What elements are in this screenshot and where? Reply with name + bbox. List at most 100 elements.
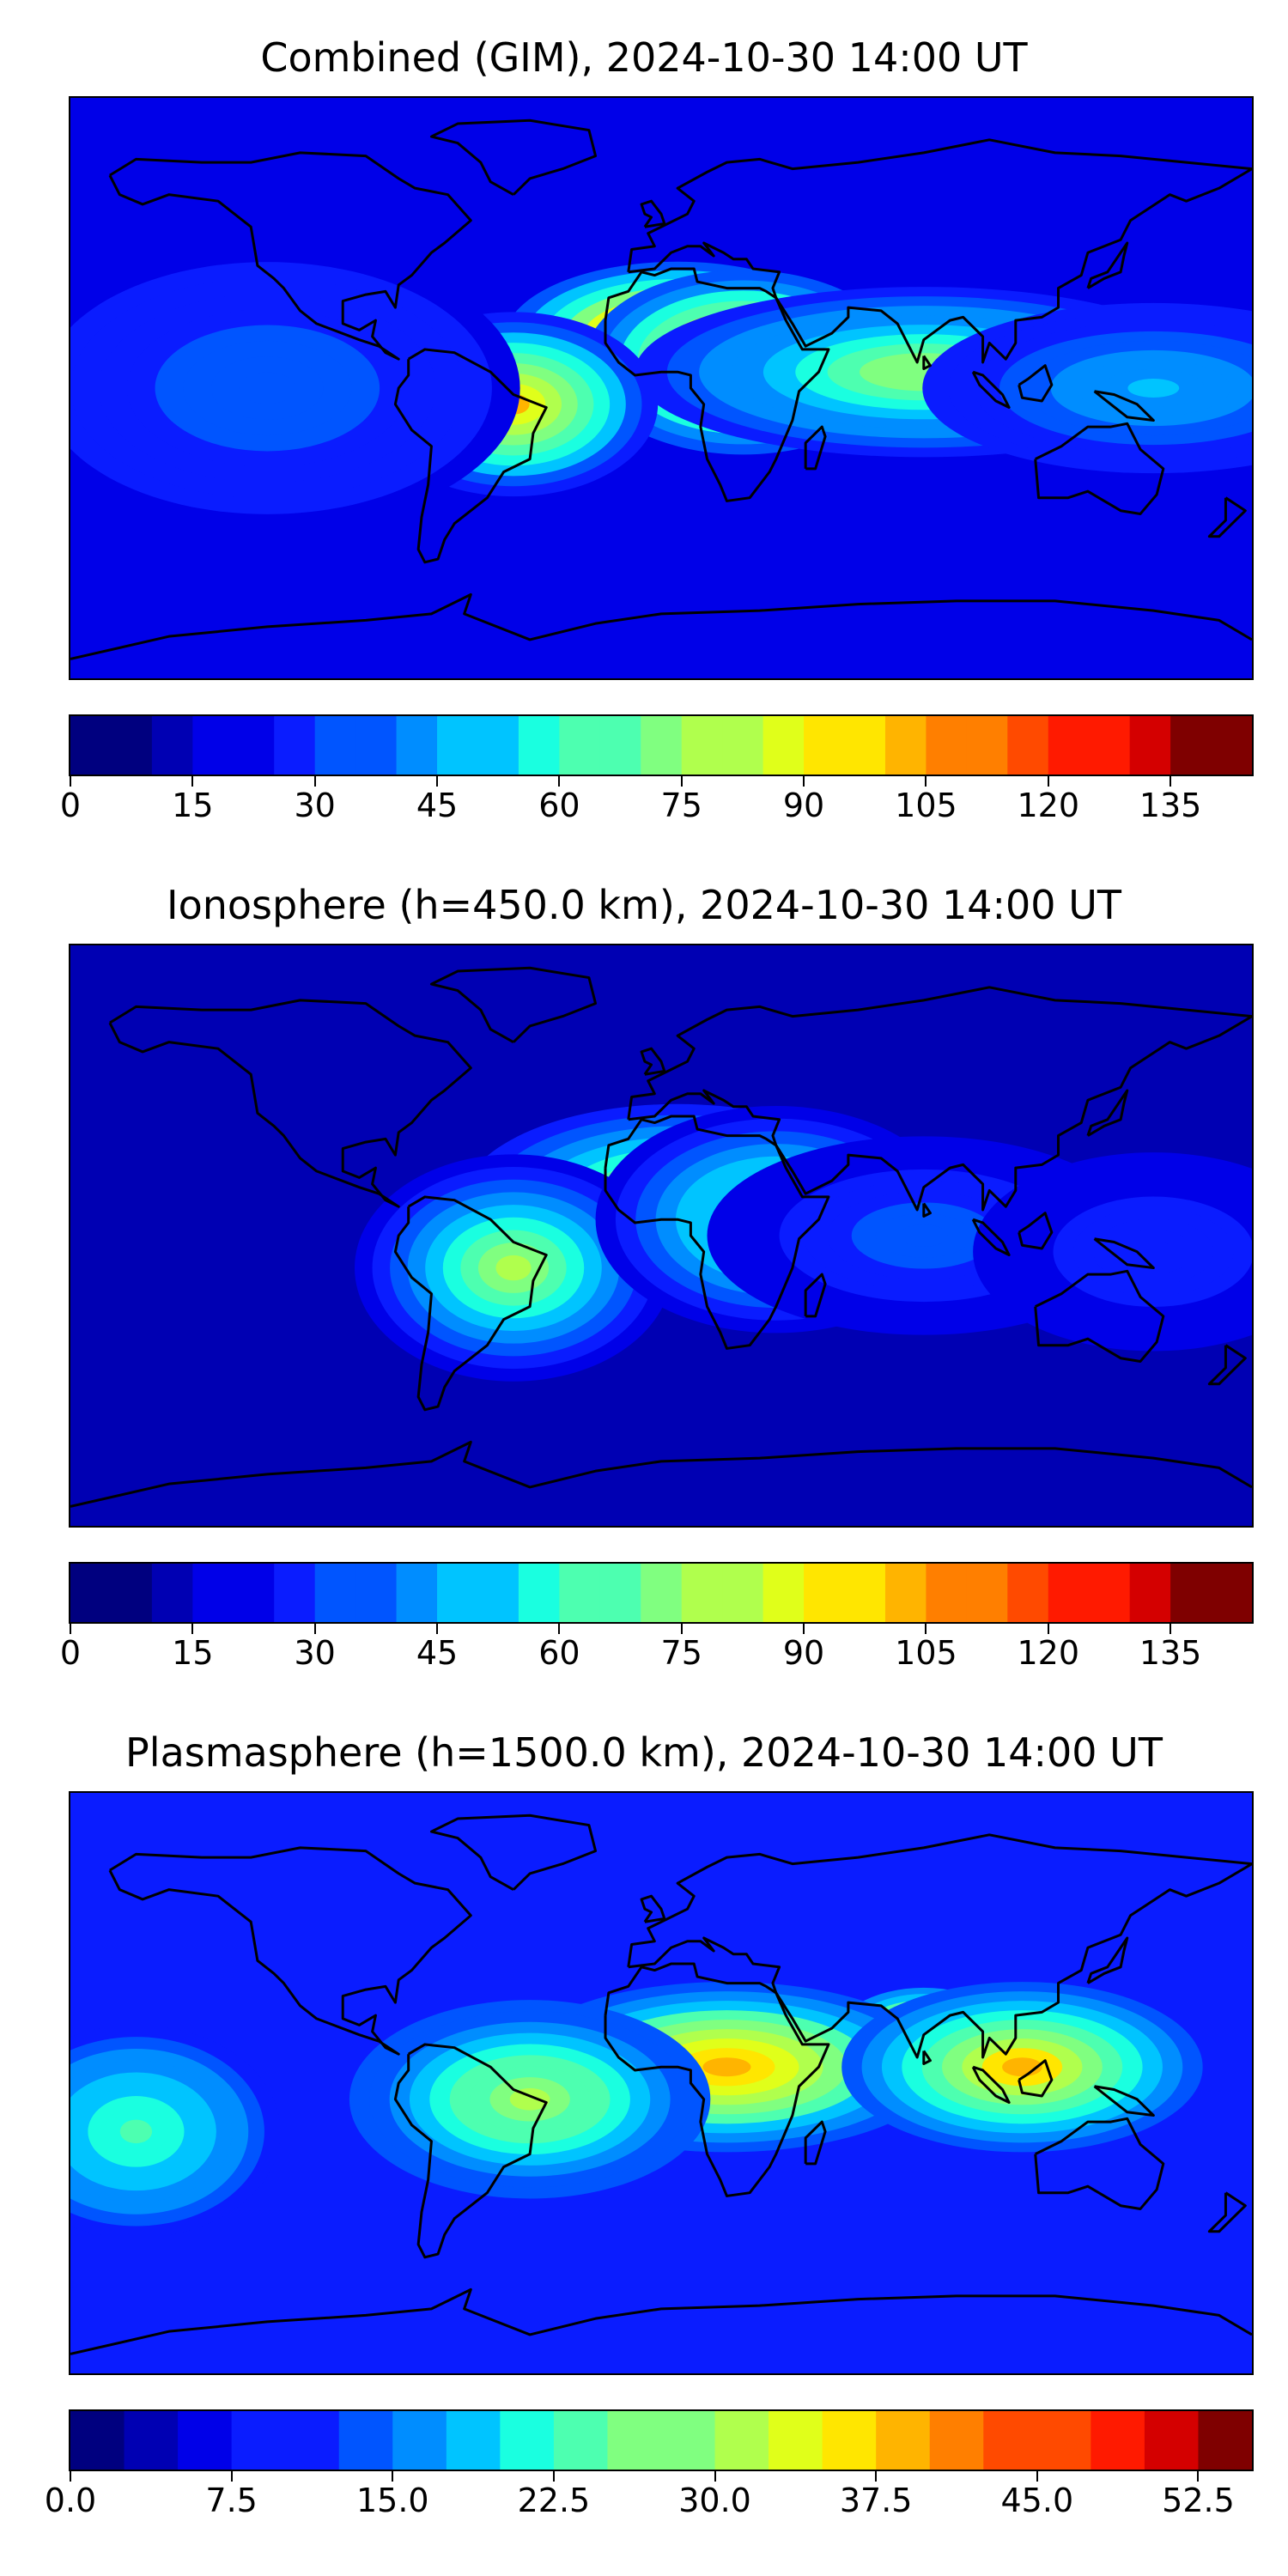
colorbar-svg <box>70 1564 1252 1622</box>
colorbar-segment <box>929 2411 984 2470</box>
colorbar-segment <box>1170 1564 1212 1622</box>
coastline-japan <box>1086 241 1129 289</box>
panel-title: Plasmasphere (h=1500.0 km), 2024-10-30 1… <box>125 1729 1163 1776</box>
coastline-sri-lanka <box>922 2050 932 2065</box>
colorbar-segment <box>111 1564 153 1622</box>
colorbar-segment <box>714 2411 769 2470</box>
colorbar-tick-label: 15 <box>172 787 214 824</box>
coastline-uk <box>640 1047 666 1076</box>
colorbar-segment <box>822 2411 877 2470</box>
colorbar-tick-label: 90 <box>782 1634 825 1672</box>
coastline-south-america <box>393 348 548 564</box>
coastline-africa-eurasia <box>604 267 830 502</box>
colorbar-segment <box>1144 2411 1200 2470</box>
coastline-antarctica <box>70 2287 1252 2355</box>
colorbar-segment <box>392 2411 447 2470</box>
colorbar-tick <box>1036 2471 1038 2482</box>
colorbar-segment <box>518 1564 560 1622</box>
colorbar-segment <box>722 716 764 775</box>
heatmap-feature <box>922 302 1252 474</box>
colorbar-tick-label: 7.5 <box>205 2482 258 2519</box>
coastline-madagascar <box>804 1273 827 1318</box>
coastline-antarctica <box>70 592 1252 660</box>
map-svg <box>70 1793 1252 2373</box>
coastline-madagascar <box>804 2120 827 2166</box>
colorbar-tick-label: 75 <box>660 1634 702 1672</box>
heatmap-plot <box>69 1791 1254 2375</box>
colorbar-segment <box>70 2411 125 2470</box>
colorbar-segment <box>722 1564 764 1622</box>
contour-level <box>1133 1240 1174 1263</box>
panel-title: Ionosphere (h=450.0 km), 2024-10-30 14:0… <box>167 882 1121 928</box>
colorbar-segment <box>314 1564 356 1622</box>
colorbar-segment <box>233 1564 275 1622</box>
colorbar-segment <box>437 716 479 775</box>
heatmap-plot <box>69 96 1254 680</box>
coastline-new-guinea <box>1093 390 1155 422</box>
colorbar-tick <box>191 776 194 787</box>
colorbar-tick-label: 15 <box>172 1634 214 1672</box>
colorbar-tick <box>230 2471 233 2482</box>
coastline-japan <box>1086 1089 1129 1137</box>
colorbar-segment <box>111 716 153 775</box>
colorbar-tick <box>436 776 439 787</box>
colorbar-segment <box>231 2411 286 2470</box>
colorbar-segment <box>285 2411 340 2470</box>
colorbar-tick-label: 30 <box>294 1634 336 1672</box>
colorbar-segment <box>1089 1564 1131 1622</box>
colorbar-tick <box>680 776 683 787</box>
colorbar-segment <box>681 1564 723 1622</box>
coastline-new-guinea <box>1093 2085 1155 2117</box>
heatmap-feature <box>355 1154 672 1382</box>
contour-level <box>509 2087 550 2111</box>
colorbar-segment <box>274 716 316 775</box>
colorbar-tick-label: 105 <box>895 787 957 824</box>
colorbar-tick <box>925 1624 927 1634</box>
colorbar-segment <box>641 716 683 775</box>
colorbar-tick <box>436 1624 439 1634</box>
colorbar-segment <box>233 716 275 775</box>
coastline-north-america <box>108 1846 472 2056</box>
colorbar-segment <box>641 1564 683 1622</box>
colorbar-segment <box>446 2411 501 2470</box>
colorbar-tick <box>558 1624 561 1634</box>
colorbar-segment <box>70 716 112 775</box>
map-svg <box>70 945 1252 1526</box>
coastline-greenland <box>429 118 598 196</box>
colorbar-segment <box>477 1564 519 1622</box>
coastline-madagascar <box>804 425 827 471</box>
colorbar-segment <box>876 2411 931 2470</box>
colorbar-segment <box>1170 716 1212 775</box>
colorbar-segment <box>926 1564 968 1622</box>
colorbar-tick-label: 0 <box>59 787 82 824</box>
colorbar-segment <box>70 1564 112 1622</box>
heatmap-plot <box>69 944 1254 1528</box>
colorbar <box>69 2409 1254 2471</box>
colorbar-segment <box>553 2411 609 2470</box>
colorbar-tick-label: 52.5 <box>1162 2482 1235 2519</box>
colorbar-segment <box>559 1564 601 1622</box>
coastline-eurasia <box>627 986 1252 1212</box>
colorbar-tick <box>552 2471 555 2482</box>
colorbar-tick-label: 30 <box>294 787 336 824</box>
coastline-uk <box>640 1894 666 1923</box>
heatmap-feature <box>70 2025 281 2239</box>
coastline-new-zealand <box>1207 1344 1247 1386</box>
colorbar-segment <box>518 716 560 775</box>
colorbar-segment <box>762 1564 805 1622</box>
heatmap-feature <box>841 1982 1203 2153</box>
contour-level <box>899 1224 948 1247</box>
colorbar-segment <box>151 1564 193 1622</box>
coastline-sumatra <box>971 1218 1011 1257</box>
colorbar-segment <box>192 1564 234 1622</box>
colorbar-tick-label: 135 <box>1139 787 1202 824</box>
colorbar-segment <box>559 716 601 775</box>
colorbar <box>69 1562 1254 1624</box>
colorbar-tick <box>803 1624 805 1634</box>
colorbar-tick-label: 135 <box>1139 1634 1202 1672</box>
coastline-australia <box>1034 2117 1165 2210</box>
colorbar-ticks: 0 15 30 45 60 75 90 105 120 135 <box>60 1624 1254 1675</box>
colorbar-tick-label: 15.0 <box>355 2482 429 2519</box>
coastline-south-america <box>393 1195 548 1412</box>
colorbar-segment <box>804 716 846 775</box>
